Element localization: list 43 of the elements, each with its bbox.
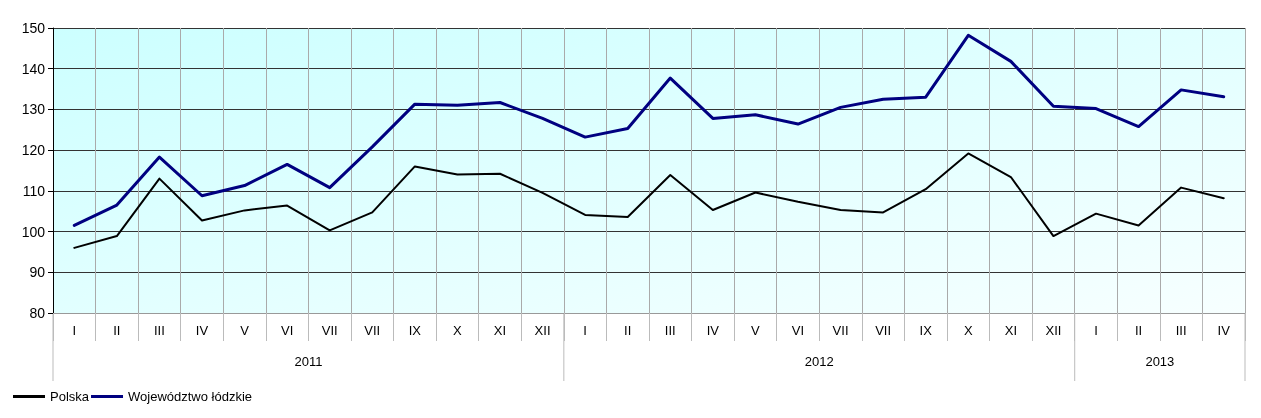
text: 2012 <box>804 353 834 369</box>
x-tick-label: III <box>154 323 165 338</box>
x-tick-label: X <box>963 323 973 338</box>
x-tick-label: II <box>624 323 632 338</box>
text: 2011 <box>294 353 323 369</box>
x-tick-label: V <box>240 323 250 338</box>
x-tick-label: III <box>664 323 676 338</box>
x-tick-label: XI <box>1004 323 1018 338</box>
y-tick-label: 140 <box>21 60 46 77</box>
x-tick-label: IV <box>1217 323 1231 338</box>
x-tick-label: I <box>1094 323 1098 338</box>
x-tick-label: X <box>453 323 463 338</box>
y-tick-label: 130 <box>21 101 46 118</box>
x-tick-label: I <box>583 323 587 338</box>
x-tick-label: IV <box>706 323 720 338</box>
legend-label: Województwo łódzkie <box>128 389 253 404</box>
x-tick-label: III <box>1175 323 1187 338</box>
y-tick-label: 110 <box>22 182 46 199</box>
legend-label: Polska <box>50 389 90 404</box>
y-tick-label: 100 <box>21 223 46 240</box>
line-series <box>73 152 1225 249</box>
x-tick-label: XI <box>493 323 507 338</box>
x-tick-label: II <box>1134 323 1143 338</box>
x-tick-label: XII <box>1045 323 1062 338</box>
text: 2013 <box>1145 353 1175 369</box>
y-tick-label: 150 <box>21 20 46 36</box>
y-tick-label: 80 <box>29 305 46 321</box>
y-tick-label: 90 <box>29 264 46 281</box>
x-tick-label: VII <box>364 323 381 338</box>
x-tick-label: XII <box>534 323 551 338</box>
x-tick-label: VII <box>832 323 849 338</box>
x-tick-label: IV <box>195 323 209 338</box>
x-tick-label: IX <box>919 323 933 338</box>
x-tick-label: V <box>751 323 761 338</box>
x-tick-label: VI <box>280 323 294 338</box>
x-tick-label: IX <box>408 323 422 338</box>
x-tick-label: VI <box>791 323 805 338</box>
line-series <box>72 33 1226 227</box>
x-tick-label: II <box>113 323 121 338</box>
y-tick-label: 120 <box>21 142 46 159</box>
x-tick-label: VII <box>321 323 338 338</box>
x-tick-label: I <box>72 323 77 338</box>
x-tick-label: VII <box>875 323 892 338</box>
